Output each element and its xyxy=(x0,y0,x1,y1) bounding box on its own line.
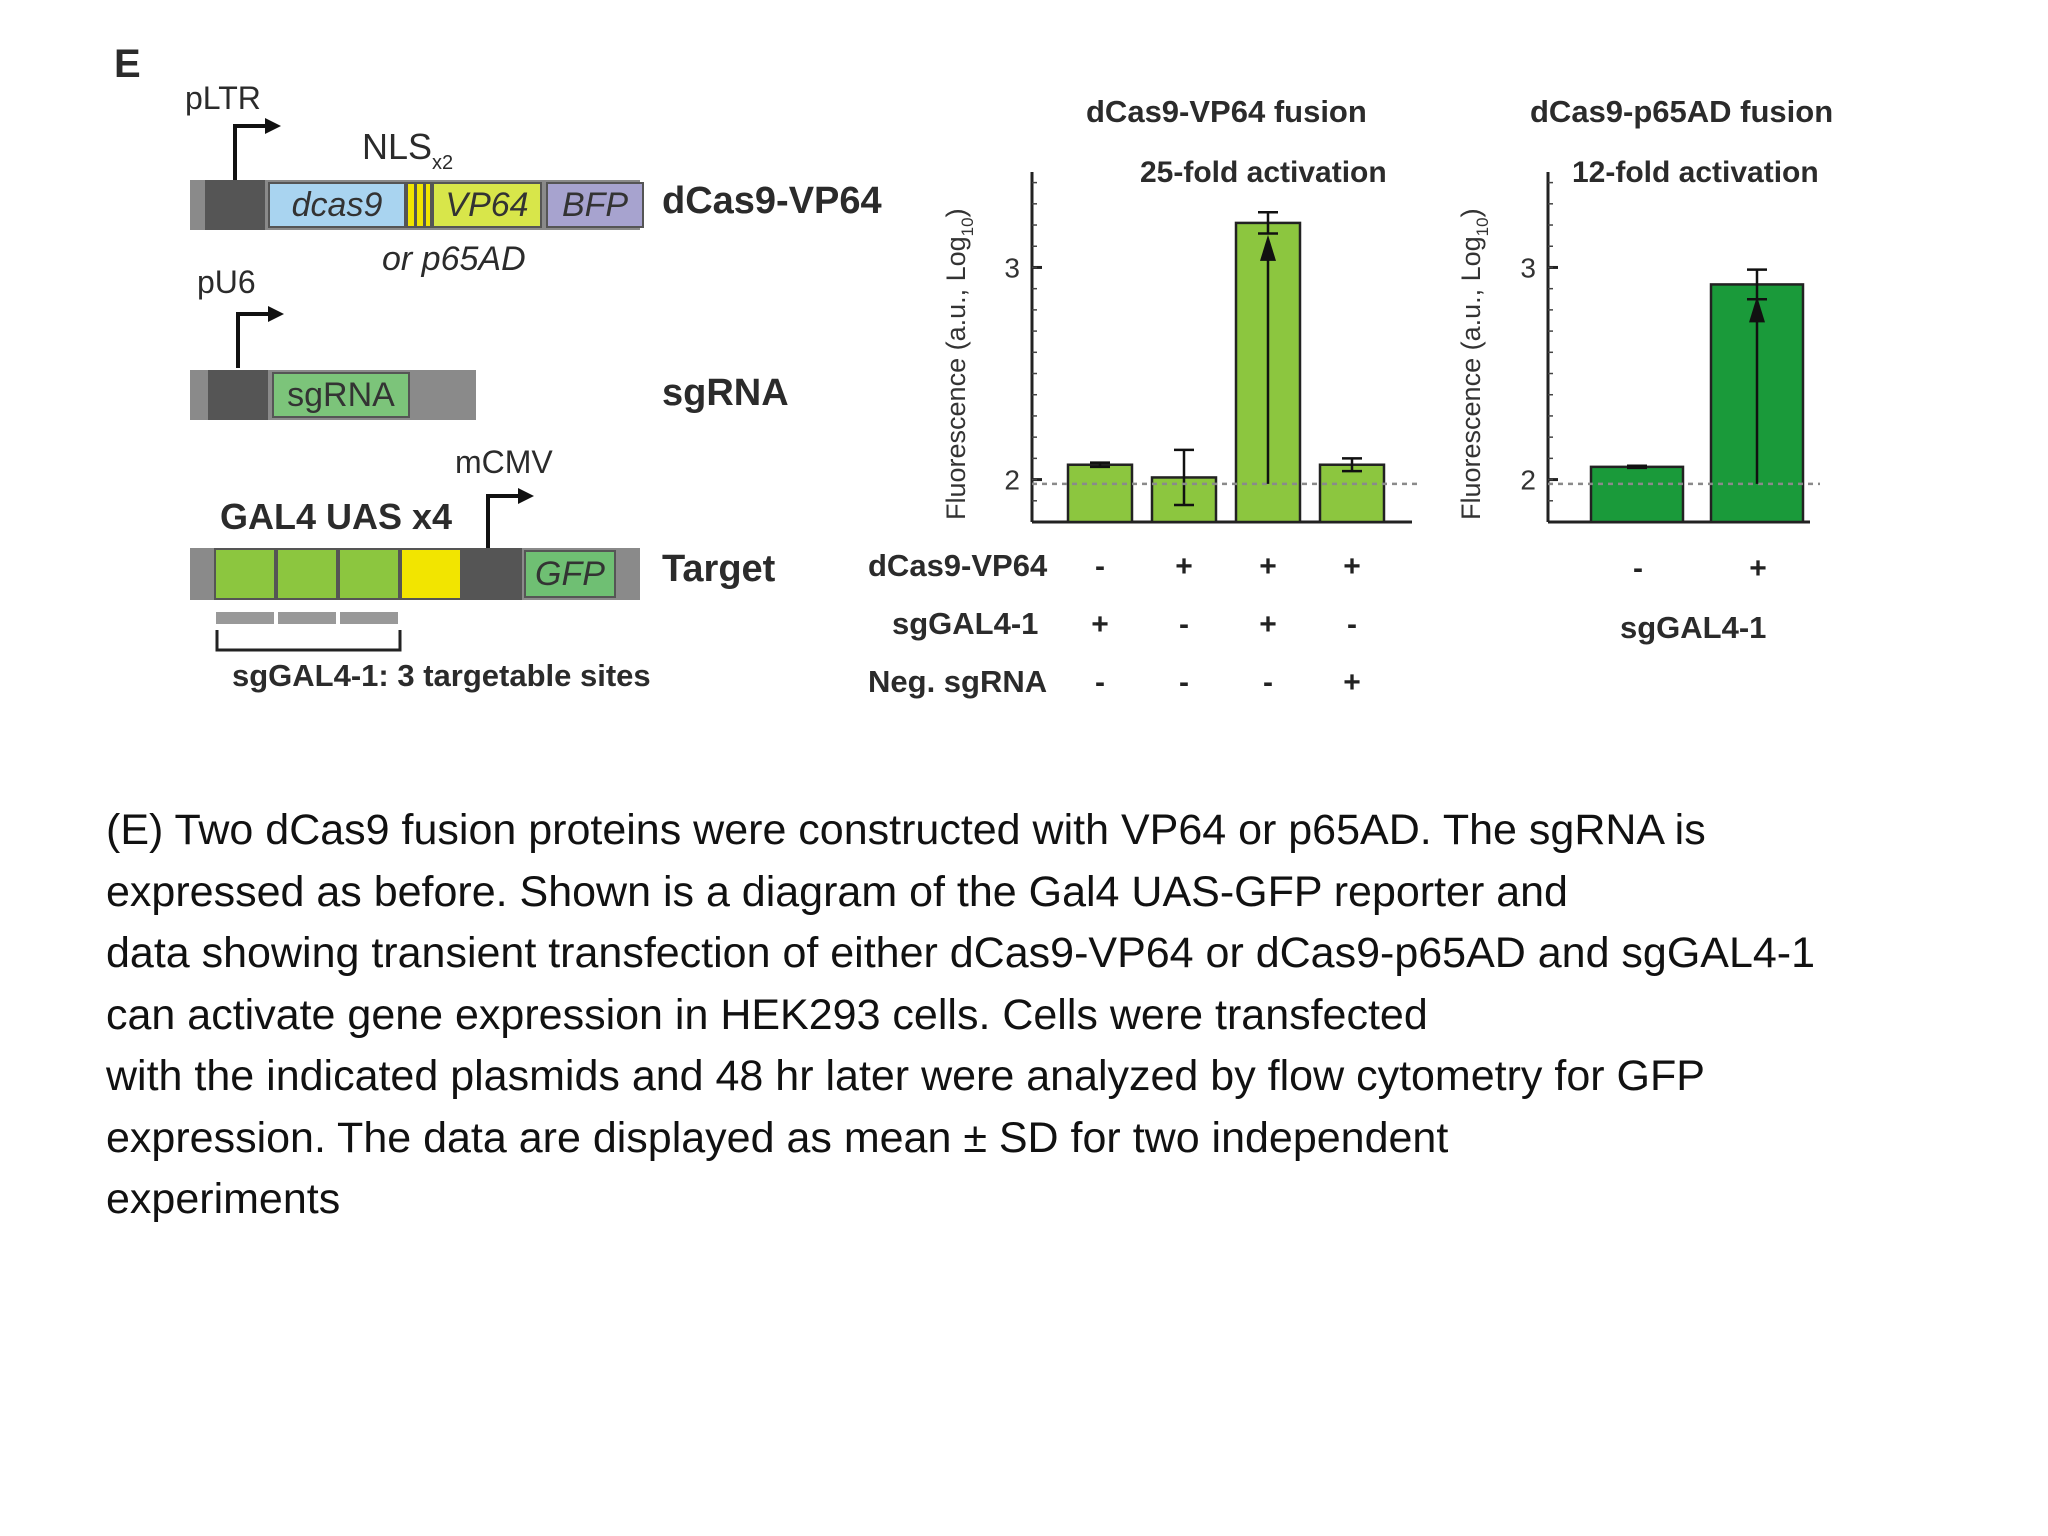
condition-sign: - xyxy=(1347,608,1357,641)
promoter-arrow-icon xyxy=(233,118,281,180)
promoter-pu6-label: pU6 xyxy=(197,264,256,300)
promoter-mcmv-label: mCMV xyxy=(455,444,553,480)
chart-title: dCas9-p65AD fusion xyxy=(1530,94,1834,129)
target-site-mark xyxy=(216,612,274,624)
promoter-arrow-icon xyxy=(236,306,284,368)
condition-sign: + xyxy=(1343,550,1361,583)
bar xyxy=(1318,463,1386,524)
condition-sign: - xyxy=(1095,550,1105,583)
promoter-arrow-icon xyxy=(486,488,534,550)
condition-sign: - xyxy=(1179,608,1189,641)
y-axis-label: Fluorescence (a.u., Log10) xyxy=(1456,208,1492,520)
y-tick-label: 3 xyxy=(1004,252,1020,283)
target-site-mark xyxy=(278,612,336,624)
chart-annotation: 25-fold activation xyxy=(1140,156,1387,189)
condition-sign: - xyxy=(1179,666,1189,699)
uas-site-2 xyxy=(276,548,338,600)
sites-label: sgGAL4-1: 3 targetable sites xyxy=(232,658,651,693)
condition-sign: - xyxy=(1633,552,1643,585)
figure-caption: (E) Two dCas9 fusion proteins were const… xyxy=(106,800,2006,1231)
condition-sign: - xyxy=(1095,666,1105,699)
condition-sign: + xyxy=(1259,550,1277,583)
construct-name-target: Target xyxy=(662,548,776,590)
uas-site-4 xyxy=(400,548,462,600)
chart-plot: Fluorescence (a.u., Log10) 12-fold activ… xyxy=(1456,156,1820,524)
uas-site-3 xyxy=(338,548,400,600)
x-axis-label: sgGAL4-1 xyxy=(1620,610,1767,645)
y-tick-label: 2 xyxy=(1520,465,1536,496)
gene-sgrna: sgRNA xyxy=(272,372,410,418)
condition-sign: + xyxy=(1259,608,1277,641)
y-tick-label: 2 xyxy=(1004,465,1020,496)
gene-vp64: VP64 xyxy=(432,182,542,228)
promoter-block xyxy=(205,180,265,230)
gene-dcas9: dcas9 xyxy=(268,182,406,228)
y-axis-label: Fluorescence (a.u., Log10) xyxy=(941,208,977,520)
caption-line: with the indicated plasmids and 48 hr la… xyxy=(106,1052,1705,1100)
caption-line: expressed as before. Shown is a diagram … xyxy=(106,867,1568,916)
caption-line: expression. The data are displayed as me… xyxy=(106,1113,1449,1162)
row-label-dcas9-vp64: dCas9-VP64 xyxy=(868,548,1048,583)
panel-label: E xyxy=(114,42,141,86)
nls-label: NLSx2 xyxy=(362,126,454,174)
caption-line: data showing transient transfection of e… xyxy=(106,929,1816,977)
sites-bracket xyxy=(215,630,402,652)
caption-line: experiments xyxy=(106,1175,341,1223)
activation-arrowhead xyxy=(1260,234,1276,261)
construct-name-dcas9-vp64: dCas9-VP64 xyxy=(662,180,882,222)
chart-plot: Fluorescence (a.u., Log10) 25-fold activ… xyxy=(941,156,1422,524)
caption-line: (E) Two dCas9 fusion proteins were const… xyxy=(106,806,1706,854)
condition-sign: - xyxy=(1263,666,1273,699)
construct-name-sgrna: sgRNA xyxy=(662,372,789,414)
alt-domain-label: or p65AD xyxy=(382,240,526,278)
bar xyxy=(1589,465,1685,524)
caption-line: can activate gene expression in HEK293 c… xyxy=(106,990,1428,1039)
promoter-block xyxy=(208,370,268,420)
y-tick-label: 3 xyxy=(1520,252,1536,283)
condition-sign: + xyxy=(1749,552,1767,585)
nls-stripes xyxy=(406,182,432,228)
uas-label: GAL4 UAS x4 xyxy=(220,496,453,537)
activation-arrowhead xyxy=(1749,296,1765,323)
promoter-plTR-label: pLTR xyxy=(185,80,261,116)
uas-site-1 xyxy=(214,548,276,600)
target-site-mark xyxy=(340,612,398,624)
gene-gfp: GFP xyxy=(524,550,616,598)
row-label-neg-sgrna: Neg. sgRNA xyxy=(868,664,1048,699)
bar xyxy=(1066,463,1134,524)
chart-title: dCas9-VP64 fusion xyxy=(1086,94,1367,129)
gene-bfp: BFP xyxy=(546,182,644,228)
condition-sign: + xyxy=(1091,608,1109,641)
promoter-block xyxy=(462,548,522,600)
chart-annotation: 12-fold activation xyxy=(1572,156,1819,189)
condition-sign: + xyxy=(1175,550,1193,583)
condition-sign: + xyxy=(1343,666,1361,699)
row-label-sggal4-1: sgGAL4-1 xyxy=(892,606,1039,641)
